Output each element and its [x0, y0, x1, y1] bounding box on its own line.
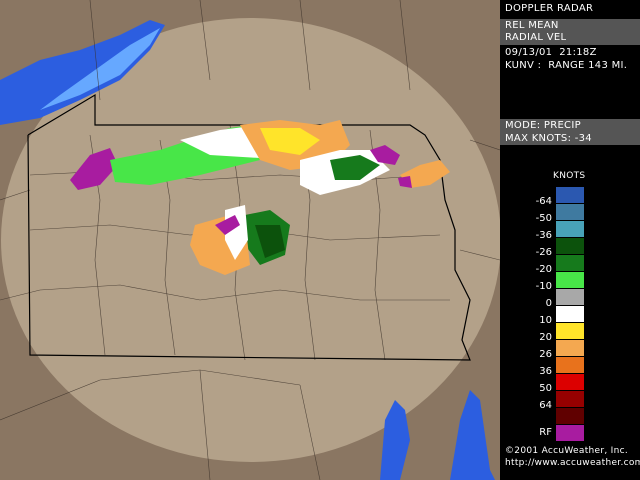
mode-band: [500, 119, 640, 145]
legend-label: -26: [535, 247, 552, 258]
legend-swatch: [556, 373, 584, 390]
legend-label: -50: [535, 213, 552, 224]
legend-label: 64: [539, 400, 552, 411]
chesapeake-bay: [380, 390, 495, 480]
legend-label: -36: [535, 230, 552, 241]
legend-label: -10: [535, 281, 552, 292]
legend-label-rf: RF: [539, 427, 552, 438]
product-line1: REL MEAN: [505, 20, 559, 31]
legend-swatch: [556, 339, 584, 356]
datetime: 09/13/01 21:18Z: [505, 47, 597, 58]
legend-swatch: [556, 237, 584, 254]
legend-label: -64: [535, 196, 552, 207]
legend-swatch: [556, 186, 584, 203]
legend-swatch: [556, 203, 584, 220]
legend-swatch: [556, 390, 584, 407]
panel-title: DOPPLER RADAR: [505, 3, 594, 14]
legend-swatch: [556, 407, 584, 424]
max-knots: MAX KNOTS: -34: [505, 133, 592, 144]
lake-erie: [0, 20, 165, 125]
legend-label: 10: [539, 315, 552, 326]
legend-label: 26: [539, 349, 552, 360]
pennsylvania-border: [27, 93, 471, 361]
legend-title: KNOTS: [553, 171, 586, 181]
copyright: ©2001 AccuWeather, Inc.: [505, 446, 629, 456]
legend-swatch-rf: [556, 424, 584, 441]
website-url: http://www.accuweather.com: [505, 458, 640, 468]
product-line2: RADIAL VEL: [505, 32, 567, 43]
legend-label: 20: [539, 332, 552, 343]
legend-swatch: [556, 254, 584, 271]
legend-label: -20: [535, 264, 552, 275]
legend-swatch: [556, 356, 584, 373]
legend-swatch: [556, 271, 584, 288]
mode: MODE: PRECIP: [505, 120, 581, 131]
station-range: KUNV : RANGE 143 MI.: [505, 60, 628, 71]
legend-label: 0: [545, 298, 552, 309]
legend-swatch: [556, 305, 584, 322]
product-band: [500, 19, 640, 45]
legend-label: 36: [539, 366, 552, 377]
legend-swatch: [556, 220, 584, 237]
radar-map: [0, 0, 500, 480]
radar-echoes: [70, 120, 450, 275]
lake-erie-shallow: [40, 28, 160, 110]
legend-swatch: [556, 322, 584, 339]
legend-label: 50: [539, 383, 552, 394]
legend-swatch: [556, 288, 584, 305]
